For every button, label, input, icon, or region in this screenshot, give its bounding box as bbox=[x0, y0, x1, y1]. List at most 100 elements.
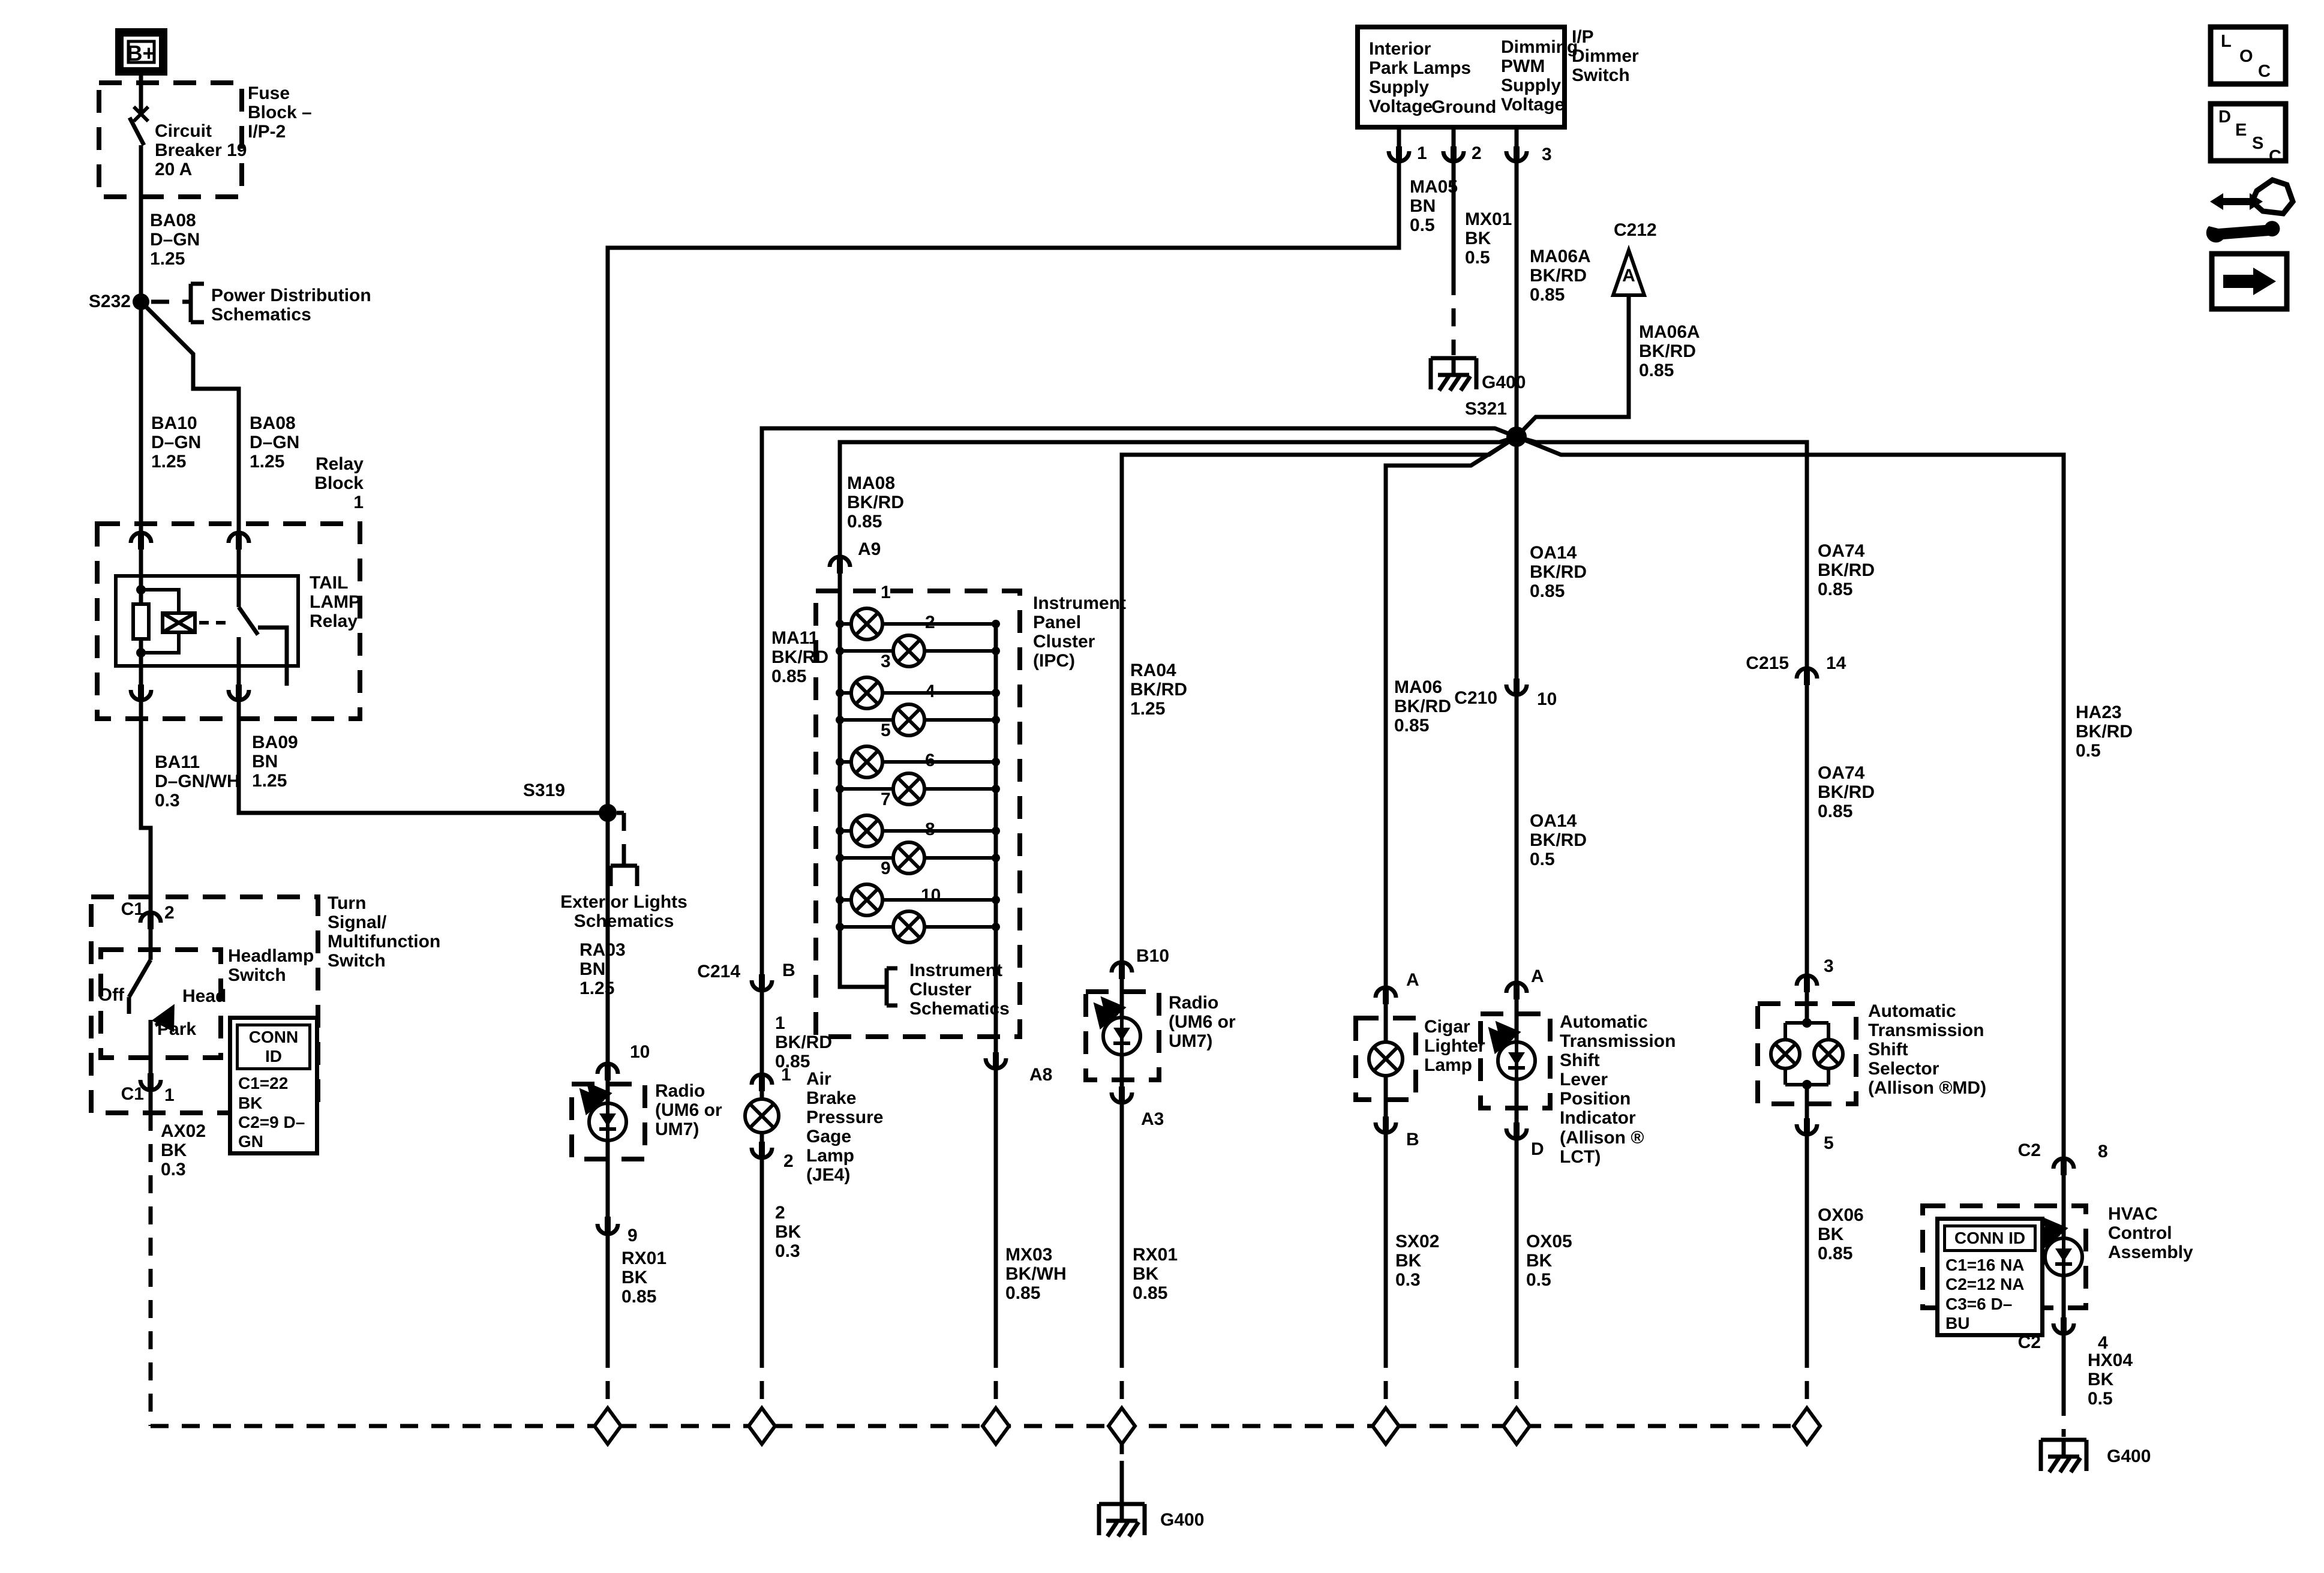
shift-indicator-label: Automatic Transmission Shift Lever Posit… bbox=[1560, 1012, 1676, 1167]
wire-ma05 bbox=[605, 127, 1401, 813]
conn-c212-label: C212 bbox=[1614, 220, 1657, 240]
splice-s319-dot bbox=[599, 804, 617, 822]
headlamp-switch-box bbox=[98, 947, 223, 1060]
ground-g400-top-label: G400 bbox=[1482, 373, 1526, 392]
ipc-lamp-9 bbox=[849, 882, 884, 917]
wire-oa14-lower-label: OA14 BK/RD 0.5 bbox=[1530, 811, 1587, 870]
air-brake-lamp-label: Air Brake Pressure Gage Lamp (JE4) bbox=[806, 1069, 884, 1185]
wire-ba08 bbox=[139, 300, 241, 607]
ipc-lamp-1-label: 1 bbox=[881, 583, 891, 602]
wire-oa14-upper-label: OA14 BK/RD 0.85 bbox=[1530, 543, 1587, 602]
led-lamps bbox=[579, 996, 2084, 1277]
ipc-label: Instrument Panel Cluster (IPC) bbox=[1033, 593, 1127, 671]
loc-icon-letter: O bbox=[2239, 47, 2253, 66]
ipc-lamp-5 bbox=[849, 745, 884, 779]
circuit-breaker-label: Circuit Breaker 19 20 A bbox=[155, 121, 247, 180]
splice-s232-label: S232 bbox=[88, 292, 131, 311]
battery-feed-label: B+ bbox=[127, 41, 155, 65]
solid-boxes bbox=[115, 24, 2290, 312]
a3-connector-icon bbox=[1109, 1092, 1134, 1105]
wire-ox05-label: OX05 BK 0.5 bbox=[1526, 1232, 1572, 1290]
ipc-lamp-6 bbox=[891, 772, 926, 806]
wire-ha23-label: HA23 BK/RD 0.5 bbox=[2076, 703, 2133, 761]
pin-4-hvac-label: 4 bbox=[2098, 1333, 2108, 1353]
conn-c210-label: C210 bbox=[1454, 688, 1497, 708]
pin-1-dimmer-label: 1 bbox=[1417, 143, 1427, 163]
pin-2-gage-lamp-label: 2 bbox=[783, 1151, 794, 1171]
wire-rx01-left-label: RX01 BK 0.85 bbox=[621, 1248, 667, 1307]
ipc-lamp-4 bbox=[891, 703, 926, 737]
loc-icon bbox=[2208, 24, 2289, 87]
ipc-lamp-2 bbox=[891, 634, 926, 668]
ground-symbols bbox=[1097, 356, 2089, 1538]
exterior-lights-ref-label: Exterior Lights Schematics bbox=[560, 892, 687, 932]
splice-s321-dot bbox=[1506, 427, 1527, 447]
ipc-box bbox=[813, 589, 1022, 1039]
relay-pin-tl-connector-icon bbox=[128, 530, 154, 544]
a9-connector-icon bbox=[827, 554, 852, 568]
battery-box-outer bbox=[115, 28, 167, 76]
ipc-lamp-5-label: 5 bbox=[881, 721, 891, 740]
wire-ra03-label: RA03 BN 1.25 bbox=[580, 940, 626, 999]
loc-icon-letter: C bbox=[2258, 62, 2271, 81]
cigar-lighter-lamp bbox=[1367, 1040, 1404, 1077]
power-distribution-bracket bbox=[183, 281, 204, 325]
pin-b-cigar-label: B bbox=[1406, 1130, 1419, 1149]
wire-c212-ma06a bbox=[1517, 295, 1631, 436]
pin-a8-label: A8 bbox=[1029, 1065, 1053, 1085]
wire-bk-03-label: 2 BK 0.3 bbox=[775, 1203, 801, 1262]
pina-shift-connector-icon bbox=[1504, 980, 1529, 993]
lamps bbox=[743, 607, 1845, 1134]
shift-indicator-led bbox=[1488, 1020, 1537, 1081]
b10-connector-icon bbox=[1109, 960, 1134, 973]
c214-connector-icon bbox=[749, 980, 774, 993]
relay-block-box bbox=[95, 521, 362, 721]
conn-c214-cavity-label: B bbox=[782, 960, 795, 980]
wire-ma06 bbox=[1383, 435, 1518, 1350]
ground-g400-right-icon bbox=[2038, 1437, 2089, 1473]
headlamp-switch-label: Headlamp Switch bbox=[228, 946, 314, 986]
hvac-control-label: HVAC Control Assembly bbox=[2108, 1204, 2193, 1263]
wire-ba08-upper-label: BA08 D–GN 1.25 bbox=[150, 211, 200, 269]
ipc-lamp-8-label: 8 bbox=[925, 819, 935, 839]
wire-breaker-blade bbox=[127, 116, 146, 146]
wire-ma06a-upper-label: MA06A BK/RD 0.85 bbox=[1530, 247, 1591, 305]
pin-10-radio-label: 10 bbox=[630, 1042, 650, 1062]
pin9-connector-icon bbox=[595, 1223, 620, 1236]
selector-lamp-left bbox=[1769, 1038, 1801, 1070]
wire-sx02-label: SX02 BK 0.3 bbox=[1395, 1232, 1440, 1290]
conn-id-row: C1=16 NA bbox=[1945, 1256, 2025, 1275]
loc-icon-letter: L bbox=[2221, 32, 2232, 51]
pin2-gage-connector-icon bbox=[749, 1147, 774, 1160]
forward-arrow-icon-box bbox=[2209, 251, 2290, 312]
conn-id-table-hvac: CONN ID C1=16 NA C2=12 NA C3=6 D–BU bbox=[1935, 1217, 2044, 1337]
splice-s319-ref-dashed bbox=[617, 810, 626, 850]
pin-8-hvac-label: 8 bbox=[2098, 1142, 2108, 1161]
ground-g400-top-icon bbox=[1428, 356, 1479, 392]
wire-ba09-label: BA09 BN 1.25 bbox=[252, 733, 298, 791]
wrench-glyph bbox=[2206, 221, 2280, 243]
wire-ba10-label: BA10 D–GN 1.25 bbox=[151, 413, 202, 472]
connectors bbox=[128, 146, 2076, 1336]
ipc-lamp-3 bbox=[849, 676, 884, 710]
c212-triangle-icon bbox=[1610, 244, 1647, 297]
reference-brackets bbox=[183, 281, 897, 1008]
pin-9-radio-label: 9 bbox=[627, 1226, 638, 1245]
headlamp-park-arc bbox=[151, 1004, 175, 1032]
wire-mx01-label: MX01 BK 0.5 bbox=[1465, 209, 1512, 268]
wire-oa74-lower-label: OA74 BK/RD 0.85 bbox=[1818, 763, 1875, 822]
pin-1-headlamp-label: 1 bbox=[164, 1085, 175, 1105]
cigar-lighter-box bbox=[1353, 1016, 1418, 1102]
desc-icon-letter: S bbox=[2252, 134, 2264, 153]
wire-ma06-label: MA06 BK/RD 0.85 bbox=[1394, 677, 1451, 736]
ground-g400-mid-icon bbox=[1097, 1502, 1147, 1538]
exterior-lights-bracket bbox=[608, 850, 639, 886]
dimmer-interior-supply-label: Interior Park Lamps Supply Voltage bbox=[1369, 39, 1472, 117]
ipc-lamp-8 bbox=[891, 840, 926, 875]
dimmer-switch-box bbox=[1355, 25, 1567, 130]
splice-s321-label: S321 bbox=[1464, 399, 1507, 419]
ipc-lamp-1 bbox=[849, 607, 884, 641]
wire-ma11 bbox=[759, 426, 1518, 1350]
ipc-lamp-10 bbox=[891, 909, 926, 944]
